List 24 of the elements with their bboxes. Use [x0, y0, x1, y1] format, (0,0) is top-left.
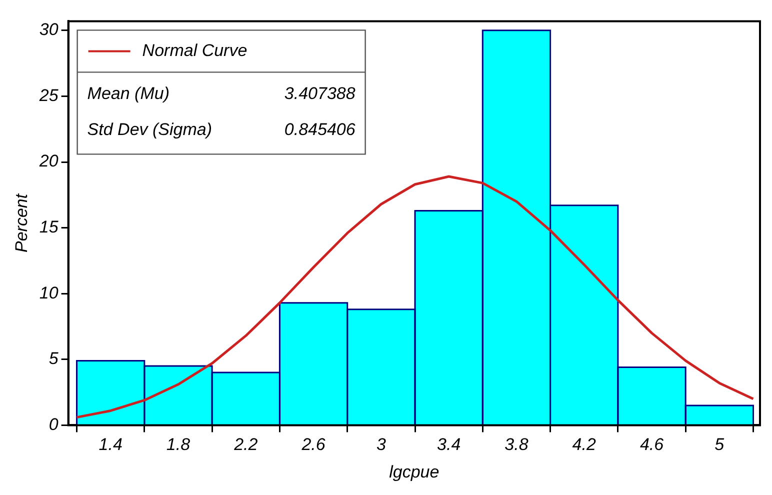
y-tick-label: 25 [38, 86, 59, 105]
x-tick-label: 5 [714, 435, 725, 454]
annotation: 0.845406 [284, 120, 356, 139]
x-tick-label: 3.4 [437, 435, 461, 454]
y-tick-label: 10 [39, 283, 59, 302]
y-tick-label: 0 [48, 414, 59, 434]
annotation: Mean (Mu) [87, 84, 170, 103]
x-tick-label: 1.8 [166, 435, 191, 454]
annotation: Std Dev (Sigma) [87, 120, 212, 139]
annotation: 3.407388 [284, 84, 356, 103]
x-tick-label: 4.6 [640, 435, 664, 454]
x-tick-label: 3 [376, 435, 386, 454]
x-tick-label: 4.2 [572, 435, 596, 454]
x-tick-label: 1.4 [98, 435, 122, 454]
y-tick-label: 15 [39, 218, 59, 237]
y-tick-label: 30 [39, 20, 59, 40]
x-tick-label: 2.6 [300, 435, 326, 454]
y-tick-label: 20 [38, 152, 59, 171]
x-axis-title: lgcpue [389, 462, 440, 482]
y-axis-title: Percent [12, 192, 31, 252]
y-tick-label: 5 [48, 349, 59, 368]
legend-label: Normal Curve [142, 40, 248, 60]
x-tick-label: 2.2 [233, 435, 258, 454]
x-tick-label: 3.8 [504, 435, 529, 454]
